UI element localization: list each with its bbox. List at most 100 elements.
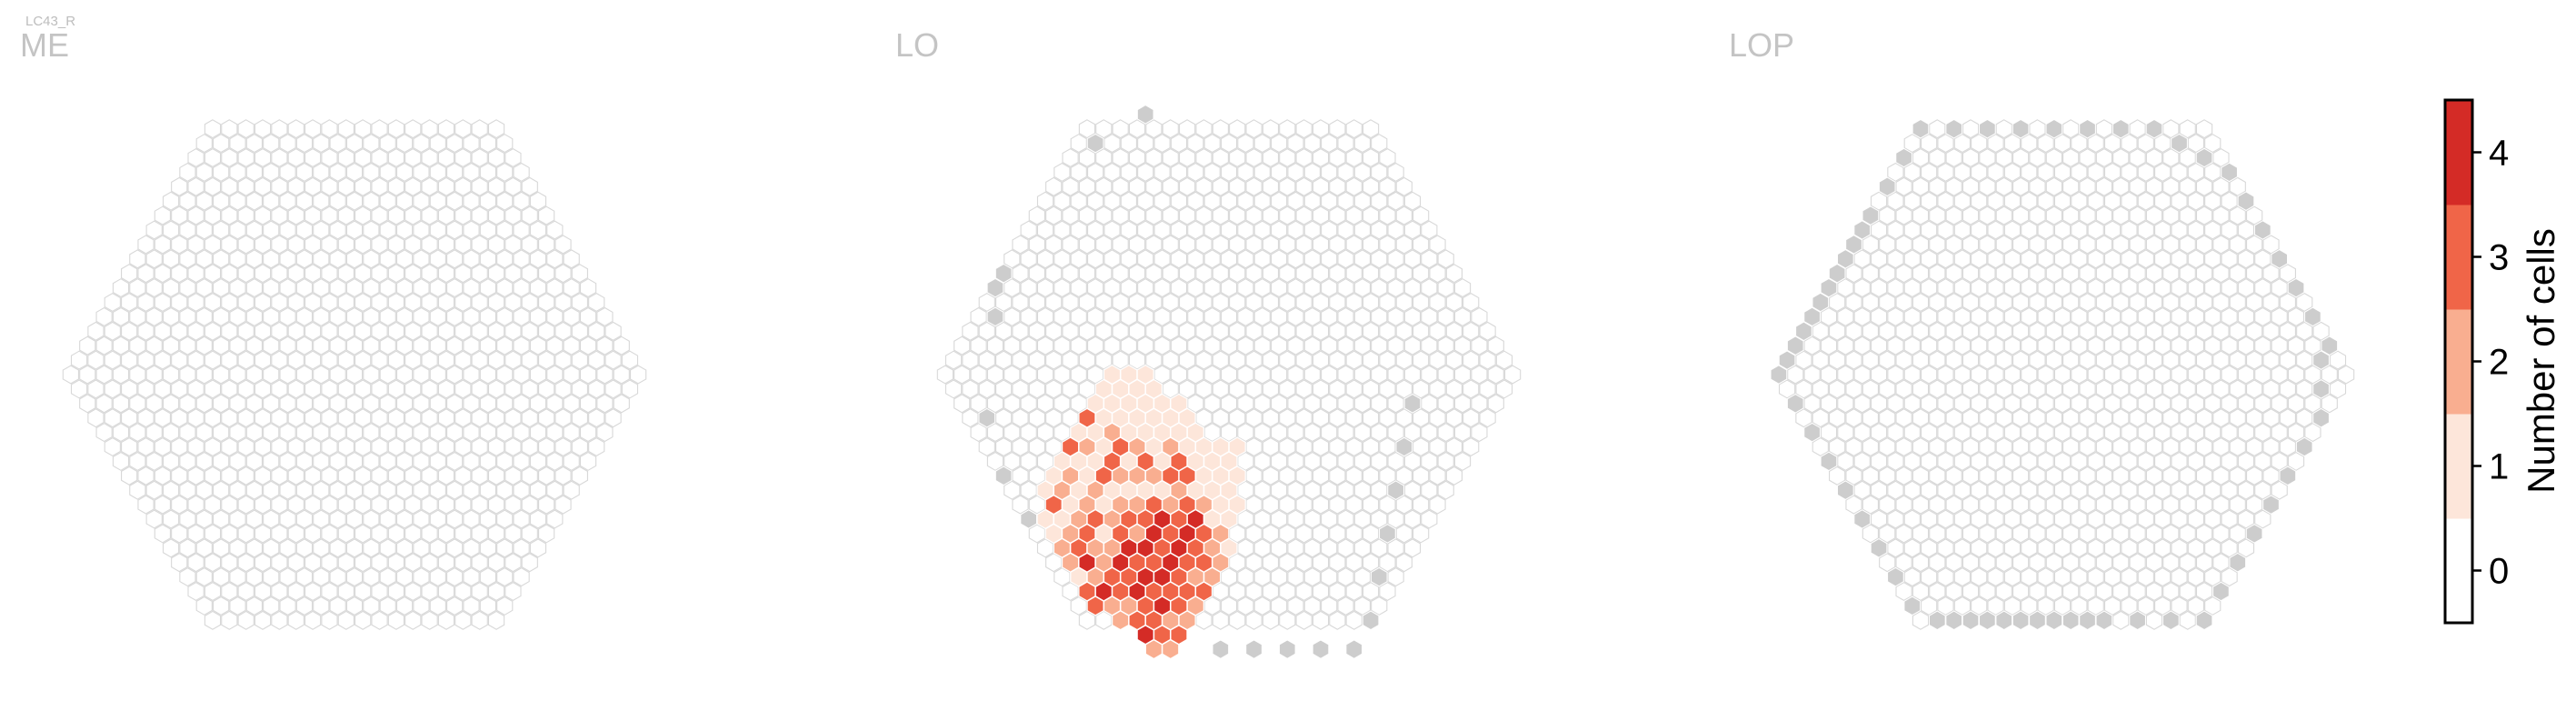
hex-cell	[463, 394, 480, 414]
hex-cell	[604, 379, 622, 399]
hex-cell	[2112, 264, 2130, 284]
hex-cell	[1062, 205, 1079, 225]
hex-cell	[1979, 292, 1996, 313]
hex-cell	[1162, 205, 1179, 225]
hex-cell	[437, 553, 455, 573]
hex-cell	[1387, 365, 1404, 385]
hex-cell	[1371, 394, 1388, 414]
hex-cell-edge	[2079, 610, 2096, 631]
hex-cell	[1028, 264, 1045, 284]
hex-cell	[1953, 394, 1971, 414]
hex-cell	[954, 335, 971, 355]
hex-cell	[1979, 408, 1996, 428]
hex-cell	[1845, 292, 1862, 313]
hex-cell	[1295, 321, 1313, 341]
hex-cell	[479, 567, 497, 587]
hex-cell	[1045, 264, 1063, 284]
hex-cell	[1853, 249, 1871, 269]
hex-cell	[1329, 610, 1346, 630]
hex-cell	[179, 220, 196, 240]
hex-cell	[1337, 451, 1354, 471]
hex-cell	[1862, 264, 1879, 284]
hex-cell	[121, 436, 138, 457]
hex-cell	[2112, 350, 2130, 370]
hex-cell	[1912, 466, 1930, 486]
hex-cell-edge	[2195, 147, 2213, 168]
hex-cell	[162, 394, 180, 414]
hex-cell	[2129, 581, 2146, 602]
hex-cell-edge	[2045, 118, 2063, 139]
hex-cell	[2187, 306, 2204, 326]
hex-cell	[1329, 205, 1346, 225]
hex-cell	[379, 423, 396, 443]
hex-cell-edge	[2012, 118, 2030, 139]
hex-cell	[2162, 176, 2180, 196]
hex-cell	[2195, 235, 2213, 255]
hex-cell	[162, 423, 180, 443]
hex-cell	[1879, 379, 1896, 399]
hex-cell	[1103, 220, 1121, 240]
hex-cell	[1995, 408, 2012, 428]
hex-cell	[2237, 306, 2255, 326]
hex-cell	[1003, 365, 1021, 385]
hex-cell	[1036, 306, 1054, 326]
hex-cell	[2062, 205, 2080, 225]
hex-cell	[321, 350, 338, 370]
hex-cell	[321, 495, 338, 515]
hex-cell	[2171, 365, 2188, 385]
hex-cell	[1345, 524, 1363, 544]
hex-cell	[1887, 249, 1904, 269]
hex-cell	[337, 321, 354, 341]
hex-cell	[496, 249, 514, 269]
hex-cell	[179, 394, 196, 414]
hex-cell	[2053, 365, 2072, 385]
hex-cell	[421, 264, 438, 284]
hex-cell	[2079, 466, 2096, 486]
hex-cell	[1087, 191, 1104, 211]
hex-cell	[1028, 235, 1045, 255]
hex-cell	[1921, 596, 1938, 616]
hex-cell	[437, 147, 455, 168]
hex-cell	[2137, 480, 2154, 500]
hex-cell	[1195, 176, 1213, 196]
hex-cell	[1303, 306, 1321, 326]
hex-cell	[2237, 538, 2255, 558]
hex-cell	[245, 365, 263, 385]
hex-cell	[1262, 205, 1280, 225]
hex-cell	[2262, 408, 2280, 428]
hex-cell	[2053, 278, 2072, 298]
hex-cell	[1279, 379, 1296, 399]
hex-cell	[345, 191, 364, 211]
hex-cell	[1362, 350, 1380, 370]
hex-cell	[2045, 147, 2062, 168]
hex-cell-edge	[2279, 466, 2297, 486]
hex-cell	[529, 423, 547, 443]
hex-cell	[1237, 335, 1254, 355]
hex-cell-edge	[2312, 407, 2330, 428]
hex-cell	[2003, 278, 2022, 298]
hex-cell	[345, 365, 364, 385]
hex-cell	[1036, 538, 1054, 558]
hex-cell	[1337, 509, 1354, 529]
hex-cell	[2029, 495, 2046, 515]
hex-cell	[195, 596, 213, 616]
hex-cell	[154, 235, 171, 255]
hex-cell	[1995, 581, 2012, 602]
hex-cell	[513, 394, 530, 414]
hex-cell	[2112, 436, 2130, 457]
hex-cell	[538, 408, 555, 428]
hex-cell	[479, 134, 497, 154]
hex-cell	[2045, 524, 2062, 544]
hex-cell	[2079, 235, 2096, 255]
hex-cell	[1045, 176, 1063, 196]
hex-grid-lop	[1770, 118, 2355, 631]
hex-cell	[1379, 147, 1396, 168]
hex-cell	[271, 235, 288, 255]
hex-cell	[2145, 466, 2163, 486]
hex-cell	[1413, 264, 1430, 284]
hex-cell	[2195, 436, 2213, 457]
hex-cell	[2195, 176, 2213, 196]
hex-cell	[1337, 220, 1354, 240]
hex-cell	[2029, 379, 2046, 399]
hex-cell	[271, 408, 288, 428]
